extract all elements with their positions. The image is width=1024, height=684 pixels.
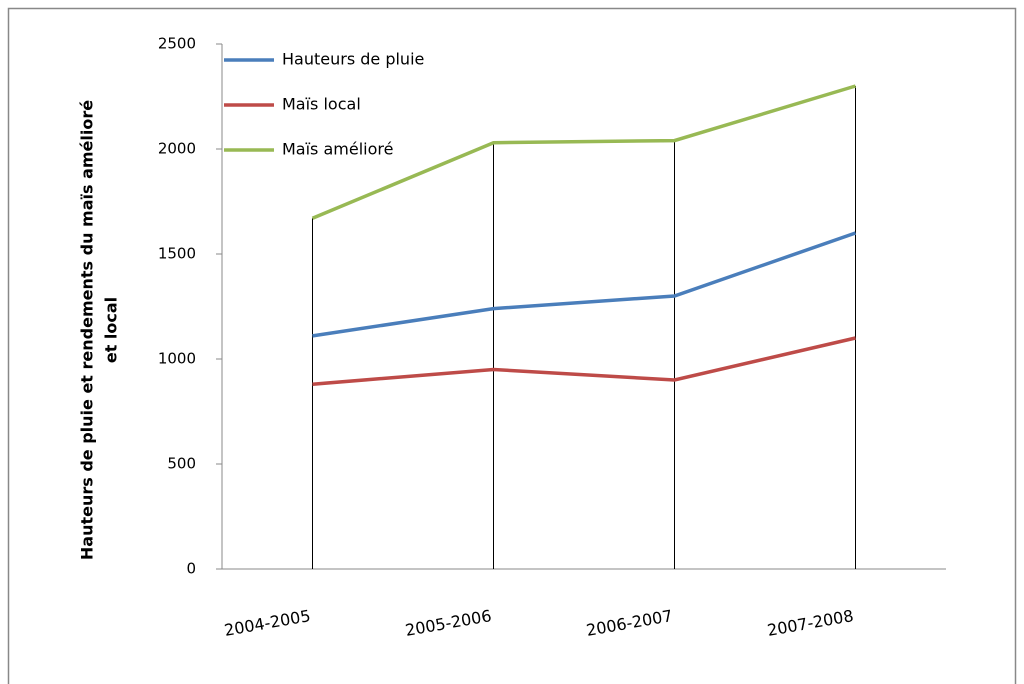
y-tick-label: 500 xyxy=(167,455,196,473)
legend-label: Maïs local xyxy=(282,95,361,114)
series-line xyxy=(311,84,857,220)
legend-label: Hauteurs de pluie xyxy=(282,50,424,69)
y-tick-label: 1000 xyxy=(158,350,196,368)
y-tick-label: 2500 xyxy=(158,35,196,53)
y-label-line: Hauteurs de pluie et rendements du maïs … xyxy=(78,100,97,560)
y-label-line: et local xyxy=(102,297,121,363)
y-tick-label: 1500 xyxy=(158,245,196,263)
y-tick-label: 2000 xyxy=(158,140,196,158)
series-line xyxy=(312,336,856,386)
chart-frame xyxy=(7,7,1017,684)
legend-label: Maïs amélioré xyxy=(282,140,393,159)
series-line xyxy=(312,231,857,338)
y-tick-label: 0 xyxy=(186,560,196,578)
y-axis-title: Hauteurs de pluie et rendements du maïs … xyxy=(78,100,121,560)
